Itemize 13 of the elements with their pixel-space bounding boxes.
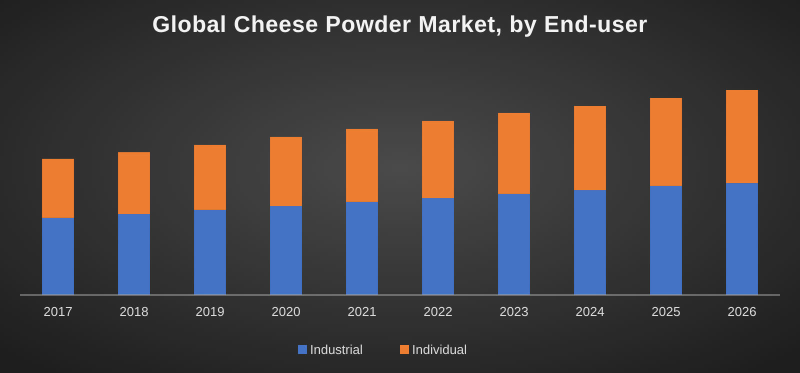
- x-tick-label: 2020: [272, 304, 300, 320]
- x-tick-label: 2023: [500, 304, 528, 320]
- chart-title: Global Cheese Powder Market, by End-user: [152, 11, 648, 37]
- x-tick-label: 2019: [196, 304, 224, 320]
- x-tick-label: 2021: [348, 304, 376, 320]
- legend-label: Individual: [412, 342, 468, 357]
- x-tick-label: 2026: [728, 304, 756, 320]
- x-tick-label: 2018: [120, 304, 148, 320]
- x-tick-label: 2022: [424, 304, 452, 320]
- x-tick-label: 2025: [652, 304, 680, 320]
- x-tick-label: 2024: [576, 304, 604, 320]
- x-tick-label: 2017: [44, 304, 72, 320]
- legend-label: Industrial: [310, 342, 363, 357]
